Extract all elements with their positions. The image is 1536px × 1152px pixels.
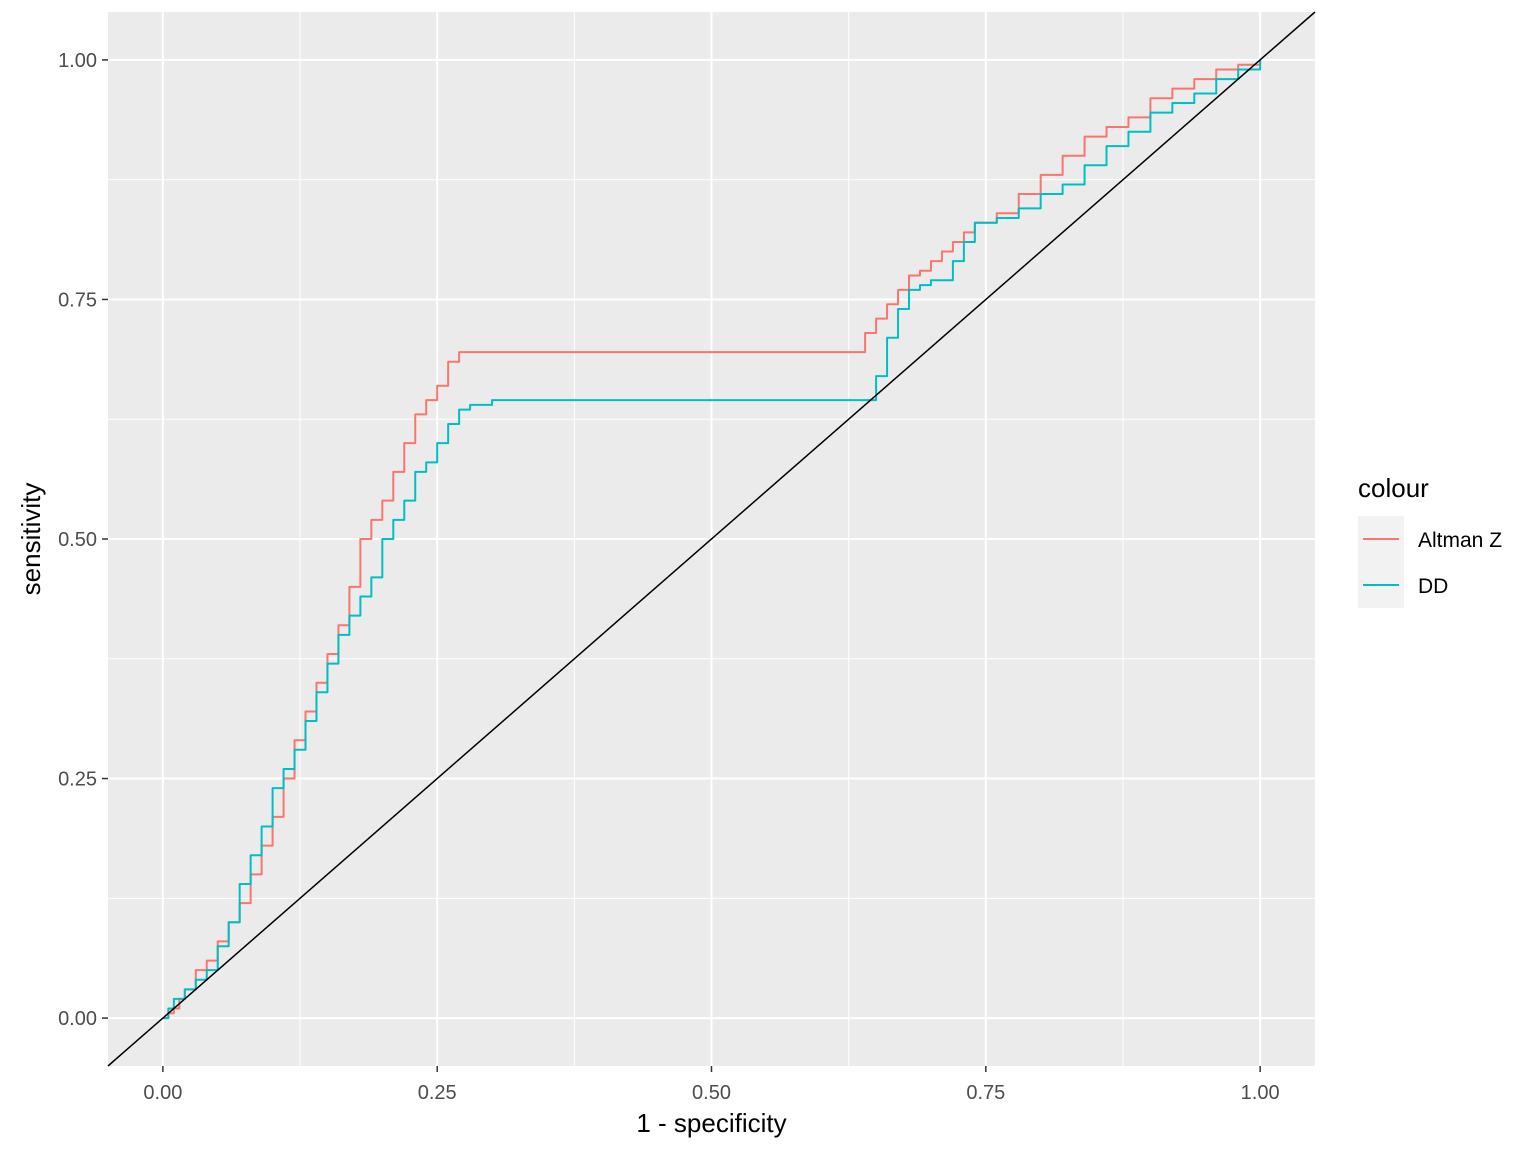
x-tick-label: 0.00 [143, 1082, 182, 1104]
y-tick-label: 0.50 [58, 529, 97, 551]
x-tick-label: 0.50 [692, 1082, 731, 1104]
legend-title: colour [1358, 473, 1429, 503]
y-tick-label: 0.25 [58, 769, 97, 791]
legend: colour Altman Z DD [1358, 473, 1502, 608]
legend-items: Altman Z DD [1358, 516, 1502, 608]
y-tick-label: 1.00 [58, 50, 97, 72]
y-axis-title: sensitivity [16, 483, 46, 596]
x-axis-title: 1 - specificity [636, 1108, 786, 1138]
x-tick-label: 1.00 [1241, 1082, 1280, 1104]
series-layer [162, 59, 1262, 1020]
reference-diagonal-line [107, 11, 1316, 1067]
legend-label-altman-z: Altman Z [1418, 529, 1502, 552]
x-tick-label: 0.75 [966, 1082, 1005, 1104]
legend-label-dd: DD [1418, 575, 1448, 598]
series-line-dd [162, 59, 1262, 1020]
x-tick-label: 0.25 [418, 1082, 457, 1104]
y-tick-label: 0.00 [58, 1008, 97, 1030]
y-tick-label: 0.75 [58, 289, 97, 311]
x-axis-ticks: 0.00 0.25 0.50 0.75 1.00 [143, 1066, 1280, 1104]
y-axis-ticks: 0.00 0.25 0.50 0.75 1.00 [58, 50, 108, 1030]
